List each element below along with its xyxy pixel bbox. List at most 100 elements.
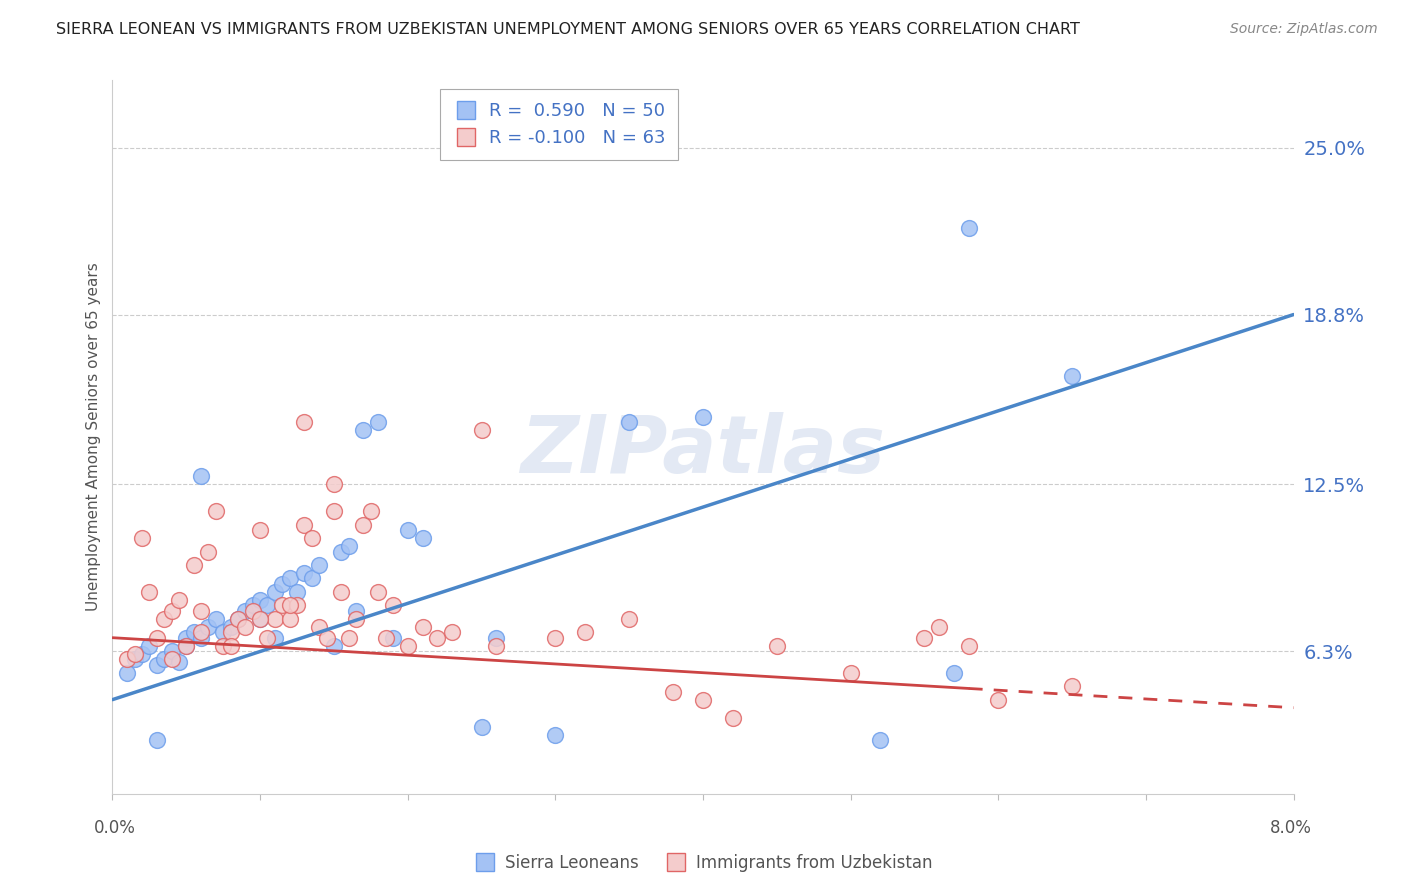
Point — [323, 504, 346, 518]
Point — [285, 599, 308, 613]
Point — [146, 631, 169, 645]
Point — [308, 558, 330, 572]
Point — [301, 531, 323, 545]
Point — [174, 639, 197, 653]
Point — [249, 612, 271, 626]
Text: Source: ZipAtlas.com: Source: ZipAtlas.com — [1230, 22, 1378, 37]
Point — [1062, 369, 1084, 384]
Point — [153, 612, 176, 626]
Y-axis label: Unemployment Among Seniors over 65 years: Unemployment Among Seniors over 65 years — [86, 263, 101, 611]
Point — [190, 469, 212, 483]
Point — [957, 639, 980, 653]
Point — [485, 639, 508, 653]
Point — [374, 631, 396, 645]
Point — [167, 655, 190, 669]
Point — [544, 728, 567, 742]
Point — [249, 593, 271, 607]
Point — [264, 631, 287, 645]
Point — [619, 612, 641, 626]
Point — [271, 577, 294, 591]
Point — [233, 620, 256, 634]
Point — [367, 585, 389, 599]
Point — [412, 531, 434, 545]
Point — [662, 684, 685, 698]
Point — [205, 504, 228, 518]
Point — [285, 585, 308, 599]
Point — [183, 625, 205, 640]
Point — [219, 620, 242, 634]
Point — [292, 415, 315, 429]
Point — [441, 625, 464, 640]
Point — [242, 599, 264, 613]
Point — [174, 631, 197, 645]
Point — [117, 665, 138, 680]
Point — [574, 625, 596, 640]
Point — [249, 612, 271, 626]
Text: 8.0%: 8.0% — [1270, 819, 1312, 837]
Point — [278, 571, 301, 585]
Point — [131, 647, 153, 661]
Point — [124, 647, 146, 661]
Point — [233, 604, 256, 618]
Point — [360, 504, 382, 518]
Point — [190, 631, 212, 645]
Point — [197, 620, 219, 634]
Point — [470, 423, 494, 437]
Point — [485, 631, 508, 645]
Point — [367, 415, 389, 429]
Point — [721, 711, 744, 725]
Point — [344, 604, 367, 618]
Point — [183, 558, 205, 572]
Point — [308, 620, 330, 634]
Point — [396, 523, 419, 537]
Point — [914, 631, 936, 645]
Point — [153, 652, 176, 666]
Point — [292, 517, 315, 532]
Point — [264, 585, 287, 599]
Point — [987, 692, 1010, 706]
Point — [1062, 679, 1084, 693]
Point — [301, 571, 323, 585]
Text: SIERRA LEONEAN VS IMMIGRANTS FROM UZBEKISTAN UNEMPLOYMENT AMONG SENIORS OVER 65 : SIERRA LEONEAN VS IMMIGRANTS FROM UZBEKI… — [56, 22, 1080, 37]
Point — [544, 631, 567, 645]
Point — [330, 544, 353, 558]
Point — [330, 585, 353, 599]
Point — [160, 644, 183, 658]
Point — [344, 612, 367, 626]
Point — [219, 639, 242, 653]
Point — [337, 631, 360, 645]
Point — [256, 631, 278, 645]
Point — [292, 566, 315, 580]
Point — [146, 657, 169, 672]
Point — [692, 409, 714, 424]
Point — [352, 423, 374, 437]
Point — [942, 665, 965, 680]
Point — [226, 612, 249, 626]
Point — [174, 639, 197, 653]
Point — [869, 733, 891, 747]
Point — [256, 599, 278, 613]
Point — [352, 517, 374, 532]
Point — [957, 221, 980, 235]
Text: 0.0%: 0.0% — [94, 819, 136, 837]
Point — [396, 639, 419, 653]
Point — [264, 612, 287, 626]
Point — [381, 599, 405, 613]
Legend: Sierra Leoneans, Immigrants from Uzbekistan: Sierra Leoneans, Immigrants from Uzbekis… — [467, 847, 939, 879]
Point — [167, 593, 190, 607]
Text: ZIPatlas: ZIPatlas — [520, 412, 886, 491]
Point — [190, 625, 212, 640]
Point — [131, 531, 153, 545]
Point — [146, 733, 169, 747]
Point — [212, 639, 235, 653]
Point — [928, 620, 950, 634]
Point — [839, 665, 862, 680]
Point — [160, 604, 183, 618]
Point — [271, 599, 294, 613]
Point — [212, 625, 235, 640]
Point — [190, 604, 212, 618]
Point — [766, 639, 789, 653]
Point — [124, 652, 146, 666]
Point — [219, 625, 242, 640]
Point — [278, 612, 301, 626]
